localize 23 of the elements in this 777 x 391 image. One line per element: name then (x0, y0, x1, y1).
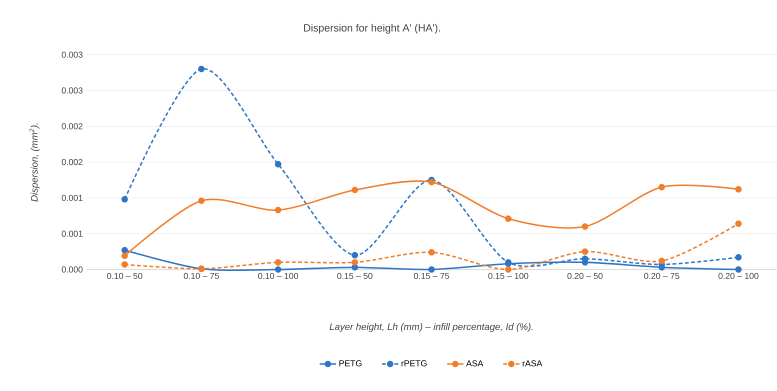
y-tick-label: 0.003 (62, 87, 83, 94)
x-tick-label: 0.10 – 100 (258, 272, 298, 279)
legend-label: rPETG (402, 360, 427, 366)
y-tick-label: 0.001 (62, 194, 83, 201)
chart-title: Dispersion for height A' (HA'). (304, 24, 440, 34)
x-tick-label: 0.20 – 75 (644, 272, 680, 279)
legend-label: ASA (466, 360, 484, 366)
x-tick-label: 0.20 – 50 (567, 272, 603, 279)
x-tick-label: 0.15 – 50 (337, 272, 372, 279)
y-tick-label: 0.001 (62, 230, 83, 237)
y-tick-label: 0.003 (62, 51, 83, 58)
legend-label: rASA (522, 360, 542, 366)
legend-label: PETG (339, 360, 362, 366)
x-tick-label: 0.10 – 50 (107, 272, 142, 279)
y-tick-label: 0.002 (62, 158, 82, 165)
y-tick-label: 0.000 (62, 266, 83, 272)
x-tick-label: 0.20 – 100 (718, 272, 758, 279)
x-axis-title: Layer height, Lh (mm) – infill percentage, Id (%). (330, 322, 533, 332)
x-tick-label: 0.15 – 75 (414, 272, 450, 279)
y-axis-title: Dispersion, (mm$^{2}$). (29, 123, 40, 202)
y-tick-label: 0.002 (62, 123, 82, 130)
x-tick-label: 0.15 – 100 (488, 272, 528, 279)
x-tick-label: 0.10 – 75 (184, 272, 219, 279)
